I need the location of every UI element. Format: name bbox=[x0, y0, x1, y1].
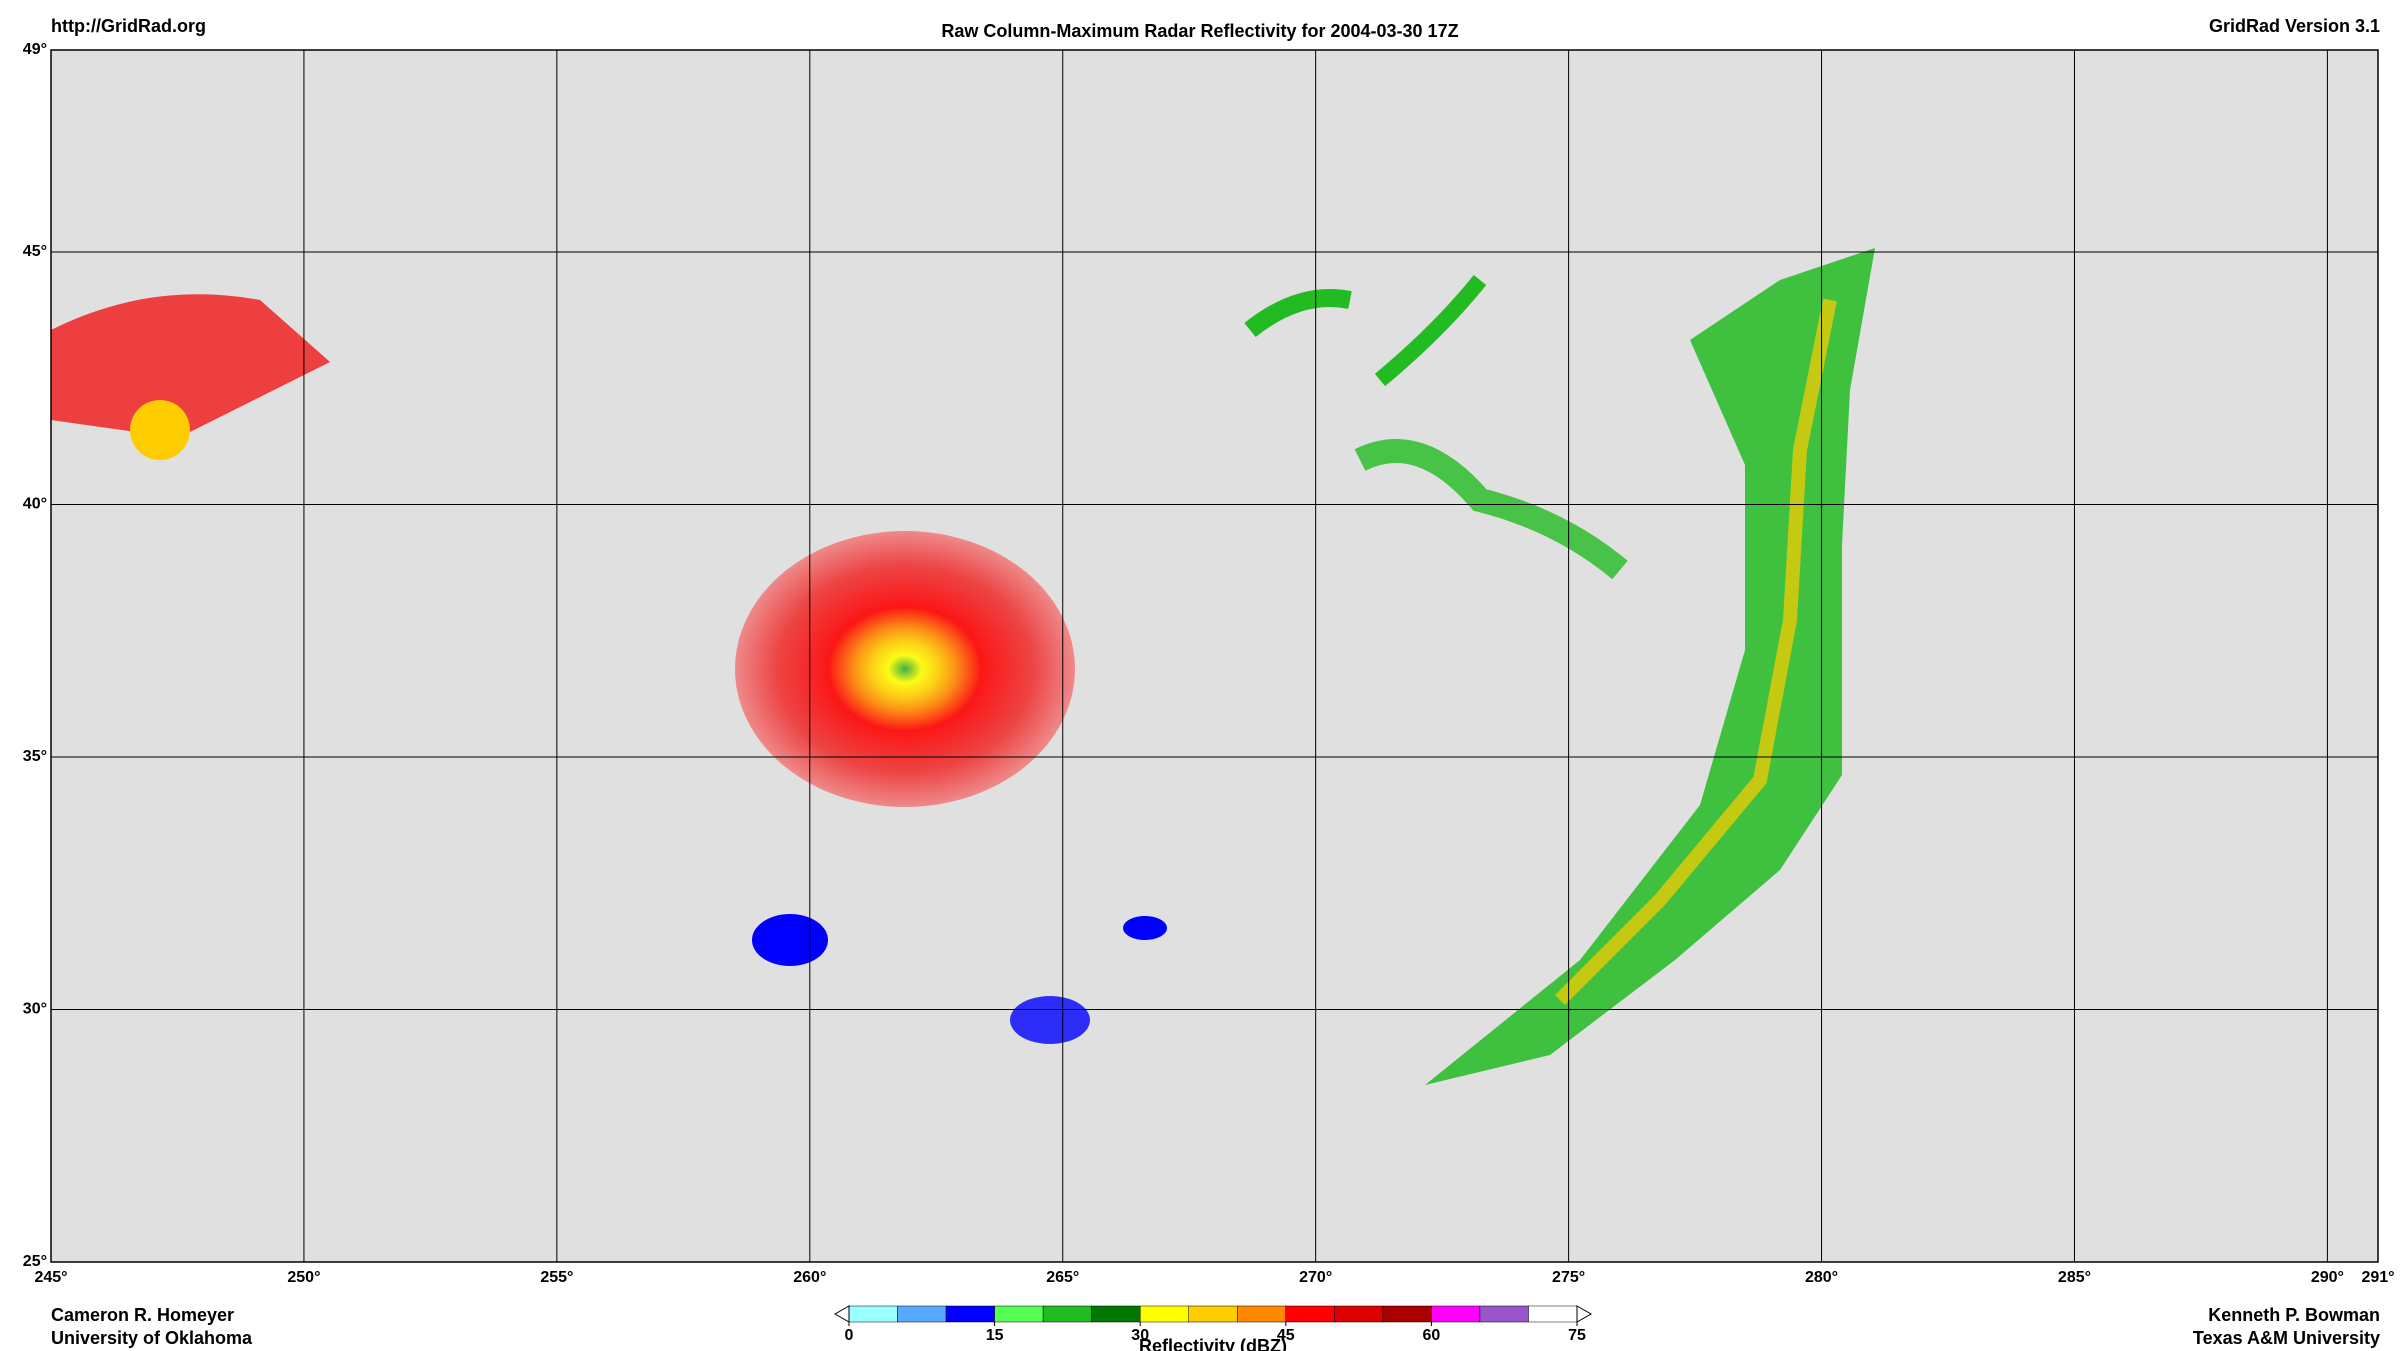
affiliation: University of Oklahoma bbox=[51, 1328, 253, 1348]
x-tick-label: 245° bbox=[34, 1269, 67, 1286]
colorbar-tick-label: 45 bbox=[1277, 1327, 1295, 1344]
y-tick-label: 49° bbox=[23, 41, 47, 58]
rain-band bbox=[1425, 248, 1875, 1085]
y-tick-label: 25° bbox=[23, 1253, 47, 1270]
affiliation: Texas A&M University bbox=[2193, 1328, 2380, 1348]
x-tick-label: 270° bbox=[1299, 1269, 1332, 1286]
colorbar-box bbox=[1528, 1305, 1578, 1323]
y-tick-label: 35° bbox=[23, 748, 47, 765]
x-tick-label: 265° bbox=[1046, 1269, 1079, 1286]
x-tick-label: 275° bbox=[1552, 1269, 1585, 1286]
title: Raw Column-Maximum Radar Reflectivity fo… bbox=[941, 21, 1458, 41]
x-tick-label: 285° bbox=[2058, 1269, 2091, 1286]
rain-core bbox=[1555, 298, 1837, 1005]
radar-artifact bbox=[735, 531, 1075, 807]
colorbar-box bbox=[1479, 1305, 1529, 1323]
author: Kenneth P. Bowman bbox=[2208, 1305, 2380, 1325]
colorbar-tick-label: 15 bbox=[986, 1327, 1004, 1344]
colorbar-tick-label: 30 bbox=[1131, 1327, 1149, 1344]
rain-cell bbox=[752, 914, 828, 966]
x-tick-label: 260° bbox=[793, 1269, 826, 1286]
version: GridRad Version 3.1 bbox=[2209, 16, 2380, 36]
colorbar-box bbox=[1139, 1305, 1189, 1323]
colorbar-box bbox=[897, 1305, 947, 1323]
colorbar-box bbox=[994, 1305, 1044, 1323]
colorbar-arrow bbox=[833, 1305, 850, 1323]
x-tick-label: 280° bbox=[1805, 1269, 1838, 1286]
map-background bbox=[51, 50, 2378, 1262]
colorbar-box bbox=[945, 1305, 995, 1323]
rain-cell bbox=[1010, 996, 1090, 1044]
radar-core bbox=[130, 400, 190, 460]
y-tick-label: 30° bbox=[23, 1001, 47, 1018]
grid: 245° 250° 255° 260° 265° 270° 275° 280° 285° 290°… bbox=[23, 41, 2395, 1286]
rain-cell bbox=[1123, 916, 1167, 940]
x-tick-label: 290° bbox=[2311, 1269, 2344, 1286]
rain-cell bbox=[1244, 289, 1352, 338]
colorbar-box bbox=[1042, 1305, 1092, 1323]
rain-cell bbox=[1374, 275, 1487, 387]
colorbar-tick-label: 0 bbox=[845, 1327, 854, 1344]
colorbar-box bbox=[1091, 1305, 1141, 1323]
x-tick-label: 255° bbox=[540, 1269, 573, 1286]
x-tick-label: 250° bbox=[287, 1269, 320, 1286]
colorbar: 0 15 30 45 60 75 bbox=[833, 1305, 1593, 1344]
colorbar-box bbox=[1382, 1305, 1432, 1323]
colorbar-box bbox=[1237, 1305, 1287, 1323]
map-frame bbox=[50, 49, 2379, 1263]
author: Cameron R. Homeyer bbox=[51, 1305, 234, 1325]
precipitation bbox=[51, 248, 1875, 1085]
colorbar-box bbox=[1334, 1305, 1384, 1323]
colorbar-box bbox=[848, 1305, 898, 1323]
radar-artifact bbox=[51, 294, 330, 438]
y-tick-label: 45° bbox=[23, 243, 47, 260]
x-tick-label: 291° bbox=[2361, 1269, 2394, 1286]
colorbar-tick-label: 75 bbox=[1568, 1327, 1586, 1344]
y-tick-label: 40° bbox=[23, 496, 47, 513]
colorbar-arrow bbox=[1576, 1305, 1593, 1323]
site-url: http://GridRad.org bbox=[51, 16, 206, 36]
colorbar-box bbox=[1285, 1305, 1335, 1323]
colorbar-tick-label: 60 bbox=[1423, 1327, 1441, 1344]
rain-cell bbox=[1354, 439, 1628, 580]
colorbar-title: Reflectivity (dBZ) bbox=[1139, 1336, 1287, 1351]
colorbar-box bbox=[1431, 1305, 1481, 1323]
colorbar-box bbox=[1188, 1305, 1238, 1323]
